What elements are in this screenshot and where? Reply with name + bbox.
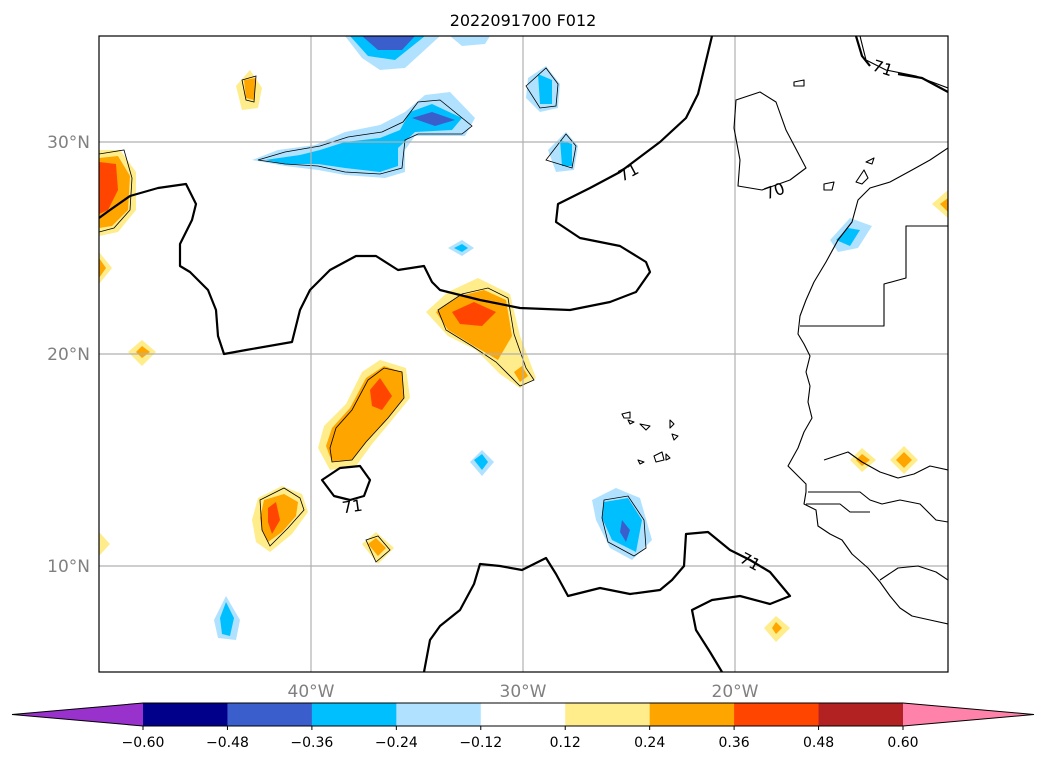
map-panel: 71 71 71 71 70 xyxy=(98,35,949,673)
colorbar-extend-low xyxy=(12,703,143,726)
contour-lines xyxy=(99,36,948,672)
lat-label: 30°N xyxy=(47,133,90,153)
shaded-fields xyxy=(99,36,948,642)
lon-label: 40°W xyxy=(288,682,335,702)
colorbar-tick-label: −0.24 xyxy=(375,735,418,751)
lon-label: 30°W xyxy=(500,682,547,702)
lat-label: 20°N xyxy=(47,345,90,365)
colorbar-segment xyxy=(311,703,397,726)
colorbar-segment xyxy=(480,703,566,726)
colorbar-tick-label: 0.12 xyxy=(550,735,581,751)
colorbar-tick-label: −0.36 xyxy=(290,735,333,751)
colorbar-segment xyxy=(649,703,735,726)
colorbar-tick-label: −0.12 xyxy=(459,735,502,751)
colorbar-tick-label: 0.48 xyxy=(803,735,834,751)
lat-label: 10°N xyxy=(47,557,90,577)
graticule xyxy=(99,36,948,672)
coastlines xyxy=(621,36,948,625)
colorbar-tick-label: −0.60 xyxy=(122,735,165,751)
colorbar-tick-label: 0.60 xyxy=(887,735,918,751)
colorbar-segment xyxy=(734,703,820,726)
contour-label: 71 xyxy=(341,496,364,518)
figure-title: 2022091700 F012 xyxy=(450,11,597,30)
colorbar-segment xyxy=(565,703,651,726)
colorbar-segment xyxy=(143,703,228,726)
axis-labels: 40°W 30°W 20°W 30°N 20°N 10°N xyxy=(47,133,759,702)
lon-label: 20°W xyxy=(712,682,759,702)
colorbar-tick-label: 0.24 xyxy=(634,735,665,751)
colorbar-segment xyxy=(396,703,482,726)
colorbar-extend-high xyxy=(903,703,1034,726)
colorbar-tick-label: −0.48 xyxy=(206,735,249,751)
colorbar-segment xyxy=(818,703,904,726)
colorbar-tick-label: 0.36 xyxy=(719,735,750,751)
map-frame xyxy=(98,35,949,673)
colorbar-segment xyxy=(227,703,313,726)
colorbar: −0.60 −0.48 −0.36 −0.24 −0.12 0.12 0.24 0.36 0.4… xyxy=(11,702,1035,751)
